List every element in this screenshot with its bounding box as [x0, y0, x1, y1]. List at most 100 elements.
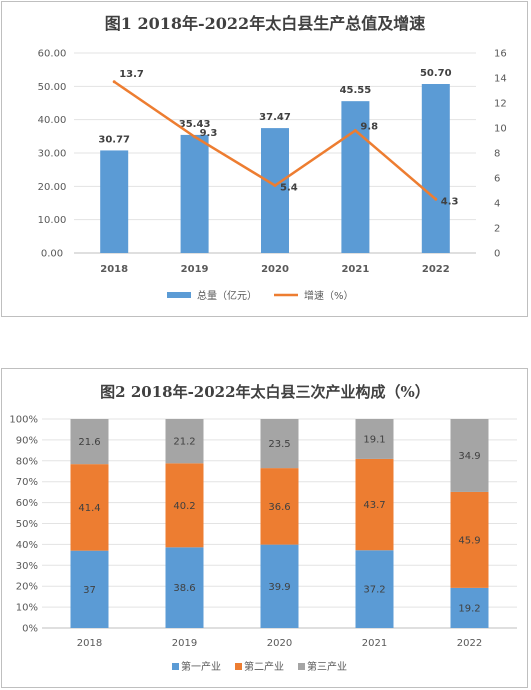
line-data-label: 13.7	[119, 69, 144, 80]
gdp-chart: 图1 2018年-2022年太白县生产总值及增速 0.00 10.00 20.00 30…	[38, 14, 507, 302]
stacked-bar-segment-2	[70, 464, 109, 551]
stacked-bar-segment-3	[355, 419, 394, 459]
x-tick-label: 2022	[457, 638, 482, 649]
segment-data-label: 43.7	[363, 500, 385, 511]
segment-data-label: 19.1	[363, 434, 385, 445]
y-right-tick-label: 10	[494, 124, 507, 135]
stacked-bar-segment-2	[260, 468, 299, 545]
stacked-bar-segment-1	[165, 547, 204, 628]
stacked-bar-segment-2	[165, 463, 204, 548]
y-tick-label: 10%	[16, 603, 38, 614]
line-data-label: 4.3	[441, 196, 459, 207]
stacked-bar-segment-3	[450, 419, 489, 492]
y-tick-label: 40%	[16, 540, 38, 551]
stacked-bar-segment-3	[165, 419, 204, 464]
x-tick-label: 2022	[422, 264, 450, 275]
segment-data-label: 39.9	[268, 582, 290, 593]
line-data-label: 9.8	[360, 122, 378, 133]
growth-point	[353, 129, 357, 132]
y-right-tick-label: 8	[494, 149, 500, 160]
legend-label-3: 第三产业	[307, 660, 347, 673]
legend-label-total: 总量（亿元）	[197, 289, 257, 302]
industry-structure-chart-panel: 图2 2018年-2022年太白县三次产业构成（%） 0% 10% 20% 30% 40%…	[1, 368, 528, 688]
y-right-tick-label: 4	[494, 199, 500, 210]
x-tick-label: 2019	[172, 638, 197, 649]
y-tick-label: 90%	[16, 435, 38, 446]
bar-data-label: 50.70	[420, 68, 452, 79]
line-data-label: 9.3	[200, 128, 218, 139]
y-left-tick-label: 0.00	[41, 249, 63, 260]
growth-point	[193, 135, 197, 139]
segment-data-label: 23.5	[268, 439, 290, 450]
chart-title: 图2 2018年-2022年太白县三次产业构成（%）	[100, 383, 430, 401]
y-tick-label: 60%	[16, 498, 38, 509]
x-tick-label: 2019	[181, 264, 209, 275]
y-left-tick-label: 10.00	[38, 215, 67, 226]
stacked-bar-segment-3	[70, 419, 109, 465]
y-tick-label: 20%	[16, 582, 38, 593]
x-tick-label: 2020	[267, 638, 292, 649]
line-data-label: 5.4	[280, 183, 298, 194]
industry-structure-chart: 图2 2018年-2022年太白县三次产业构成（%） 0% 10% 20% 30% 40%…	[9, 383, 517, 673]
legend-swatch-3	[298, 663, 305, 670]
stacked-bar-segment-2	[355, 458, 394, 551]
y-left-tick-label: 30.00	[38, 149, 67, 160]
stacked-bar-segment-2	[450, 491, 489, 588]
stacked-bar-segment-1	[450, 587, 489, 628]
y-left-tick-label: 20.00	[38, 182, 67, 193]
legend-swatch-2	[235, 663, 242, 670]
stacked-bar-segment-1	[355, 550, 394, 628]
growth-point	[112, 80, 116, 84]
gdp-chart-panel: 图1 2018年-2022年太白县生产总值及增速 0.00 10.00 20.00 30…	[1, 1, 528, 317]
legend-label-growth: 增速（%）	[304, 289, 354, 302]
segment-data-label: 21.2	[173, 437, 195, 448]
segment-data-label: 38.6	[173, 583, 195, 594]
segment-data-label: 34.9	[458, 451, 480, 462]
y-tick-label: 50%	[16, 519, 38, 530]
bar-total	[261, 128, 289, 253]
y-left-tick-label: 60.00	[38, 49, 67, 60]
bar-data-label: 35.43	[179, 119, 211, 130]
legend-label-2: 第二产业	[244, 660, 284, 673]
y-right-tick-label: 16	[494, 49, 507, 60]
y-left-tick-label: 50.00	[38, 82, 67, 93]
y-right-tick-label: 6	[494, 174, 500, 185]
y-tick-label: 70%	[16, 477, 38, 488]
y-tick-label: 30%	[16, 561, 38, 572]
bar-total	[180, 134, 209, 253]
legend-swatch-total	[167, 292, 191, 298]
segment-data-label: 40.2	[173, 501, 195, 512]
bar-total	[100, 150, 129, 253]
segment-data-label: 37.2	[363, 585, 385, 596]
x-tick-label: 2018	[100, 264, 128, 275]
y-right-tick-label: 12	[494, 99, 507, 110]
y-right-tick-label: 14	[494, 74, 507, 85]
x-tick-label: 2018	[77, 638, 102, 649]
segment-data-label: 36.6	[268, 502, 290, 513]
y-tick-label: 100%	[9, 415, 38, 426]
legend-swatch-1	[172, 663, 179, 670]
y-right-tick-label: 0	[494, 249, 500, 260]
segment-data-label: 37	[83, 585, 96, 596]
y-right-tick-label: 2	[494, 224, 500, 235]
stacked-bar-segment-1	[260, 544, 299, 628]
y-left-tick-label: 40.00	[38, 115, 67, 126]
growth-point	[434, 197, 438, 201]
stacked-bar-segment-3	[260, 419, 299, 469]
x-tick-label: 2021	[341, 264, 369, 275]
bar-total	[341, 101, 370, 254]
segment-data-label: 41.4	[78, 503, 100, 514]
growth-point	[273, 184, 277, 187]
bar-data-label: 30.77	[98, 134, 130, 145]
segment-data-label: 21.6	[78, 437, 100, 448]
x-tick-label: 2020	[261, 264, 289, 275]
y-tick-label: 80%	[16, 456, 38, 467]
bar-data-label: 37.47	[259, 112, 291, 123]
x-tick-label: 2021	[362, 638, 387, 649]
stacked-bar-segment-1	[70, 550, 109, 628]
legend-label-1: 第一产业	[181, 660, 221, 673]
chart-title: 图1 2018年-2022年太白县生产总值及增速	[105, 14, 425, 33]
bar-total	[421, 84, 450, 253]
bar-data-label: 45.55	[340, 85, 372, 96]
segment-data-label: 19.2	[458, 603, 480, 614]
